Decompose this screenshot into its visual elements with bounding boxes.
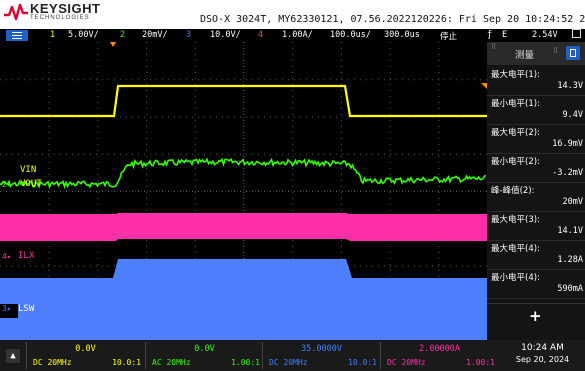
add-measurement-button[interactable]: + [487, 303, 585, 329]
window-icon[interactable] [572, 29, 581, 38]
ch4-trace [0, 213, 487, 241]
keysight-wave-icon [4, 3, 28, 21]
clock: 10:24 AM Sep 20, 2024 [500, 342, 585, 369]
waveform-display[interactable]: VIN VOUT 2▸ ILX 4▸ LSW 3▸ [0, 42, 487, 340]
measurement-item[interactable]: 最大电平(4): 1.28A [487, 240, 585, 270]
instrument-title: DSO-X 3024T, MY62330121, 07.56.202212022… [200, 14, 585, 25]
instrument-header: KEYSIGHT TECHNOLOGIES DSO-X 3024T, MY623… [0, 0, 585, 29]
trigger-position-marker [110, 42, 116, 47]
timebase[interactable]: 100.0us/ [330, 30, 371, 40]
brand-name: KEYSIGHT [30, 1, 101, 16]
clock-time: 10:24 AM [521, 343, 564, 353]
channel-coupling: DC 20MHz [33, 358, 72, 367]
ch3-ground-marker[interactable]: 3▸ [2, 304, 12, 313]
channel-coupling: DC 20MHz [387, 358, 426, 367]
ch4-scale[interactable]: 1.00A/ [282, 30, 313, 40]
measurement-label: 最大电平(4): [491, 244, 540, 254]
lsw-label: LSW [18, 304, 35, 314]
channel-offset: 35.0000V [301, 344, 342, 354]
channel-footer: ▲ 0.0V DC 20MHz 10.0:1 0.0V AC 20MHz 1.00:1 35… [0, 340, 585, 371]
waveform-canvas [0, 42, 487, 340]
measurement-item[interactable]: 最小电平(2): -3.2mV [487, 153, 585, 183]
measurement-panel: ⠿ 测量 ⠿ 最大电平(1): 14.3V 最小电平(1): 9.4V 最大电平(2):… [487, 42, 585, 340]
probe-ratio: 1.00:1 [466, 358, 495, 367]
measurement-value: 14.1V [557, 226, 583, 236]
channel-3-info[interactable]: 35.0000V DC 20MHz 10.0:1 [262, 342, 380, 369]
measurement-value: 590mA [557, 284, 583, 294]
ch2-ground-marker[interactable]: 2▸ [2, 180, 12, 189]
ch3-scale[interactable]: 10.0V/ [210, 30, 241, 40]
ch1-scale[interactable]: 5.00V/ [68, 30, 99, 40]
brand-subtitle: TECHNOLOGIES [30, 15, 90, 21]
vin-label: VIN [20, 165, 37, 175]
measurement-label: 最小电平(4): [491, 273, 540, 283]
drag-handle-icon[interactable]: ⠿ [553, 47, 559, 55]
measurement-value: 16.9mV [552, 139, 583, 149]
measurement-item[interactable]: 最大电平(3): 14.1V [487, 211, 585, 241]
channel-4-info[interactable]: 2.00000A DC 20MHz 1.00:1 [380, 342, 498, 369]
measurement-item[interactable]: 最大电平(1): 14.3V [487, 66, 585, 96]
channel-offset: 0.0V [75, 344, 96, 354]
ch4-number[interactable]: 4 [258, 30, 264, 40]
measurement-label: 最小电平(1): [491, 99, 540, 109]
drag-handle-icon[interactable]: ⠿ [491, 43, 497, 51]
channel-offset: 2.00000A [419, 344, 460, 354]
measurement-label: 峰-峰值(2): [491, 186, 535, 196]
ch2-scale[interactable]: 20mV/ [142, 30, 168, 40]
trigger-level-marker [481, 83, 487, 89]
channel-2-info[interactable]: 0.0V AC 20MHz 1.00:1 [145, 342, 263, 369]
run-state[interactable]: 停止 [440, 32, 458, 42]
channel-coupling: AC 20MHz [152, 358, 191, 367]
measurement-item[interactable]: 最小电平(4): 590mA [487, 269, 585, 299]
arrow-up-icon[interactable]: ▲ [6, 349, 20, 363]
measurement-value: 9.4V [562, 110, 583, 120]
measurement-value: -3.2mV [552, 168, 583, 178]
measurement-item[interactable]: 最大电平(2): 16.9mV [487, 124, 585, 154]
delay[interactable]: 300.0us [384, 30, 420, 40]
ilx-label: ILX [18, 251, 35, 261]
trigger-level[interactable]: 2.54V [532, 30, 558, 40]
channel-offset: 0.0V [194, 344, 215, 354]
clock-date: Sep 20, 2024 [515, 355, 570, 364]
panel-title: 测量 [515, 50, 535, 61]
trigger-source[interactable]: E [502, 30, 508, 40]
ch1-number[interactable]: 1 [50, 30, 56, 40]
measurement-value: 20mV [562, 197, 583, 207]
measurement-value: 14.3V [557, 81, 583, 91]
measurement-icon[interactable] [566, 46, 580, 60]
probe-ratio: 10.0:1 [348, 358, 377, 367]
plus-icon: + [529, 307, 542, 325]
measurement-label: 最大电平(3): [491, 215, 540, 225]
ch3-number[interactable]: 3 [186, 30, 192, 40]
vout-label: VOUT [20, 179, 42, 189]
channel-coupling: DC 20MHz [269, 358, 308, 367]
channel-1-info[interactable]: 0.0V DC 20MHz 10.0:1 [26, 342, 144, 369]
measurement-item[interactable]: 最小电平(1): 9.4V [487, 95, 585, 125]
measurement-item[interactable]: 峰-峰值(2): 20mV [487, 182, 585, 212]
probe-ratio: 1.00:1 [231, 358, 260, 367]
probe-ratio: 10.0:1 [112, 358, 141, 367]
measurement-label: 最大电平(1): [491, 70, 540, 80]
ch3-trace [0, 259, 487, 340]
measurement-label: 最大电平(2): [491, 128, 540, 138]
ch2-trace [0, 157, 487, 190]
hamburger-menu-icon[interactable] [6, 30, 28, 41]
trigger-edge-icon: ƒ [487, 30, 493, 40]
panel-header: ⠿ 测量 ⠿ [487, 42, 585, 65]
settings-bar: 1 5.00V/ 2 20mV/ 3 10.0V/ 4 1.00A/ 100.0… [0, 29, 585, 42]
measurement-value: 1.28A [557, 255, 583, 265]
ch2-number[interactable]: 2 [120, 30, 126, 40]
ch4-ground-marker[interactable]: 4▸ [2, 252, 12, 261]
ch1-trace [0, 84, 487, 118]
measurement-label: 最小电平(2): [491, 157, 540, 167]
